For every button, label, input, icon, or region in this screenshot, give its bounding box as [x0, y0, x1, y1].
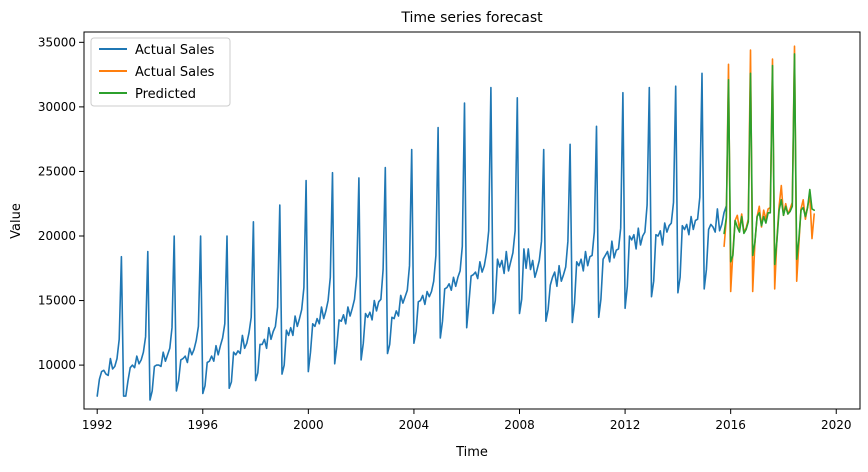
- legend: Actual Sales Actual Sales Predicted: [90, 37, 231, 107]
- series-line-3: [723, 53, 816, 266]
- legend-box: [90, 37, 231, 107]
- y-tick-label: 10000: [38, 358, 76, 372]
- chart-title: Time series forecast: [400, 10, 543, 26]
- y-tick-label: 20000: [38, 229, 76, 243]
- x-tick-label: 2020: [821, 418, 852, 432]
- y-tick-label: 15000: [38, 294, 76, 308]
- x-tick-label: 2012: [610, 418, 641, 432]
- x-tick-label: 2016: [715, 418, 746, 432]
- x-tick-label: 2008: [504, 418, 535, 432]
- x-tick-label: 1992: [82, 418, 113, 432]
- y-axis-label: Value: [9, 203, 24, 239]
- x-tick-label: 2004: [399, 418, 430, 432]
- x-tick-label: 1996: [188, 418, 219, 432]
- plot-frame: [83, 31, 861, 410]
- legend-label: Predicted: [135, 87, 196, 102]
- y-tick-label: 35000: [38, 35, 76, 49]
- x-axis: 1992 1996 2000 2004 2008 2012 2016 2020: [82, 409, 852, 432]
- series-line-1: [96, 72, 728, 401]
- plot-area: [96, 45, 816, 401]
- y-axis: 10000 15000 20000 25000 30000 35000: [38, 35, 84, 372]
- x-axis-label: Time: [455, 445, 488, 460]
- x-tick-label: 2000: [293, 418, 324, 432]
- legend-label: Actual Sales: [135, 43, 215, 58]
- y-tick-label: 30000: [38, 100, 76, 114]
- y-tick-label: 25000: [38, 164, 76, 178]
- legend-label: Actual Sales: [135, 65, 215, 80]
